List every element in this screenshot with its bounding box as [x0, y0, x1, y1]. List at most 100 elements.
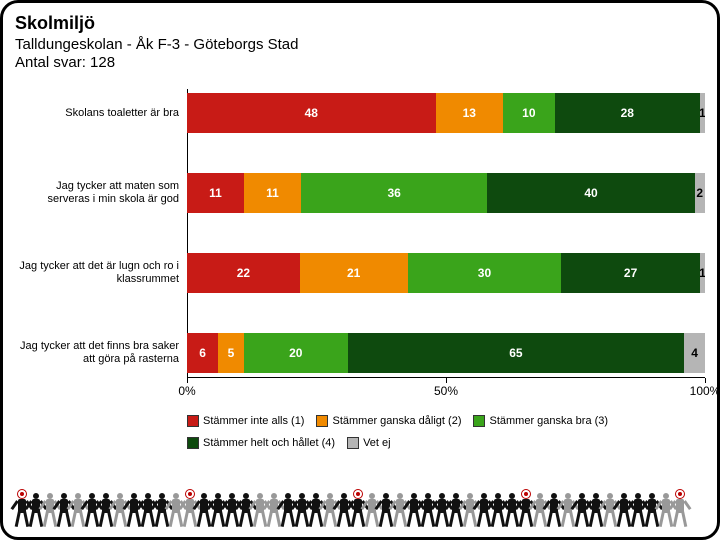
silhouette-figure: [337, 491, 351, 531]
legend-swatch: [187, 415, 199, 427]
page-subtitle: Talldungeskolan - Åk F-3 - Göteborgs Sta…: [15, 36, 705, 53]
bar-segment: 11: [244, 173, 301, 213]
legend-item: Stämmer helt och hållet (4): [187, 437, 335, 449]
legend: Stämmer inte alls (1) Stämmer ganska dåli…: [187, 415, 705, 449]
chart-row: Jag tycker att det finns bra saker att g…: [15, 329, 705, 377]
bar-segment: 27: [561, 253, 699, 293]
bar-segment: 30: [408, 253, 562, 293]
silhouette-figure: [617, 491, 631, 531]
silhouette-figure: [435, 491, 449, 531]
bar-track: 6520654: [187, 333, 705, 373]
silhouette-figure: [575, 491, 589, 531]
legend-label: Stämmer helt och hållet (4): [203, 437, 335, 449]
silhouette-figure: [631, 491, 645, 531]
x-tick: [705, 378, 706, 383]
silhouette-figure: [29, 491, 43, 531]
silhouette-figure: [113, 491, 127, 531]
silhouette-figure: [169, 491, 183, 531]
silhouette-figure: [239, 491, 253, 531]
bar-segment: 20: [244, 333, 348, 373]
silhouette-figure: [519, 491, 533, 531]
silhouette-figure: [155, 491, 169, 531]
silhouette-figure: [365, 491, 379, 531]
silhouette-figure: [197, 491, 211, 531]
silhouette-figure: [379, 491, 393, 531]
legend-label: Stämmer ganska dåligt (2): [332, 415, 461, 427]
silhouette-figure: [253, 491, 267, 531]
bar-segment: 6: [187, 333, 218, 373]
silhouette-figure: [295, 491, 309, 531]
x-tick-label: 100%: [690, 384, 720, 398]
bar-track: 111136402: [187, 173, 705, 213]
bar-segment: 48: [187, 93, 436, 133]
silhouette-figure: [645, 491, 659, 531]
silhouette-figure: [477, 491, 491, 531]
legend-item: Stämmer inte alls (1): [187, 415, 304, 427]
bar-track: 222130271: [187, 253, 705, 293]
silhouette-figure: [43, 491, 57, 531]
x-axis: 0%50%100%: [187, 377, 705, 413]
silhouette-figure: [141, 491, 155, 531]
bar-segment: 28: [555, 93, 700, 133]
silhouette-figure: [183, 491, 197, 531]
silhouette-figure: [211, 491, 225, 531]
legend-label: Stämmer inte alls (1): [203, 415, 304, 427]
silhouette-figure: [603, 491, 617, 531]
report-frame: Skolmiljö Talldungeskolan - Åk F-3 - Göt…: [0, 0, 720, 540]
silhouette-figure: [533, 491, 547, 531]
silhouette-figure: [393, 491, 407, 531]
row-label: Jag tycker att det finns bra saker att g…: [15, 340, 187, 365]
silhouette-figure: [463, 491, 477, 531]
bar-segment: 10: [503, 93, 555, 133]
x-tick: [187, 378, 188, 383]
bar-segment: 21: [300, 253, 408, 293]
silhouette-figure: [421, 491, 435, 531]
silhouette-figure: [449, 491, 463, 531]
legend-swatch: [316, 415, 328, 427]
x-tick-label: 50%: [434, 384, 458, 398]
row-label: Jag tycker att maten som serveras i min …: [15, 180, 187, 205]
bar-segment: 11: [187, 173, 244, 213]
row-label: Jag tycker att det är lugn och ro i klas…: [15, 260, 187, 285]
silhouette-figure: [15, 491, 29, 531]
silhouette-figure: [561, 491, 575, 531]
legend-item: Stämmer ganska dåligt (2): [316, 415, 461, 427]
legend-item: Vet ej: [347, 437, 391, 449]
bar-segment: 1: [700, 93, 705, 133]
silhouette-figure: [491, 491, 505, 531]
legend-label: Vet ej: [363, 437, 391, 449]
silhouette-figure: [547, 491, 561, 531]
silhouette-figure: [351, 491, 365, 531]
bar-segment: 36: [301, 173, 487, 213]
x-tick: [446, 378, 447, 383]
chart-row: Jag tycker att maten som serveras i min …: [15, 169, 705, 217]
response-count: Antal svar: 128: [15, 54, 705, 71]
silhouette-figure: [267, 491, 281, 531]
footer-silhouettes: [15, 491, 705, 531]
silhouette-figure: [225, 491, 239, 531]
legend-swatch: [187, 437, 199, 449]
chart-rows: Skolans toaletter är bra481310281Jag tyc…: [15, 89, 705, 377]
bar-segment: 13: [436, 93, 503, 133]
silhouette-figure: [127, 491, 141, 531]
bar-segment: 5: [218, 333, 244, 373]
silhouette-figure: [309, 491, 323, 531]
bar-segment: 40: [487, 173, 694, 213]
x-tick-label: 0%: [178, 384, 195, 398]
legend-label: Stämmer ganska bra (3): [489, 415, 608, 427]
silhouette-figure: [673, 491, 687, 531]
legend-item: Stämmer ganska bra (3): [473, 415, 608, 427]
silhouette-figure: [57, 491, 71, 531]
silhouette-figure: [505, 491, 519, 531]
chart: Skolans toaletter är bra481310281Jag tyc…: [15, 89, 705, 449]
bar-segment: 22: [187, 253, 300, 293]
silhouette-figure: [323, 491, 337, 531]
legend-swatch: [347, 437, 359, 449]
bar-segment: 1: [700, 253, 705, 293]
silhouette-figure: [659, 491, 673, 531]
silhouette-figure: [85, 491, 99, 531]
bar-track: 481310281: [187, 93, 705, 133]
page-title: Skolmiljö: [15, 13, 705, 34]
silhouette-figure: [71, 491, 85, 531]
silhouette-figure: [407, 491, 421, 531]
